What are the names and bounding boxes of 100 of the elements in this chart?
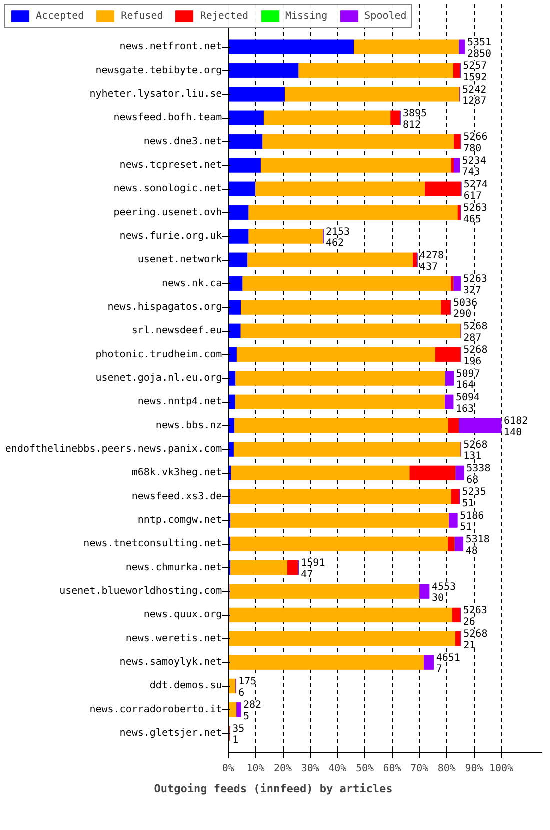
annotation: 437 xyxy=(420,262,438,273)
annotation: 5268 xyxy=(464,440,488,451)
y-tick-label: ddt.demos.su xyxy=(150,680,222,692)
annotation: 287 xyxy=(464,332,482,344)
annotation: 5351 xyxy=(467,37,492,48)
annotation: 290 xyxy=(454,309,472,320)
annotation: 5234 xyxy=(462,156,486,167)
y-tick-label: news.weretis.net xyxy=(126,633,222,644)
annotation: 1 xyxy=(232,735,239,746)
x-tick-label: 70% xyxy=(410,764,429,774)
annotation: 5318 xyxy=(466,534,490,546)
annotation: 163 xyxy=(456,404,474,415)
annotation: 5235 xyxy=(462,487,486,498)
annotation: 1287 xyxy=(462,96,487,108)
y-tick-label: news.nntp4.net xyxy=(138,396,222,408)
annotation: 68 xyxy=(466,474,479,486)
annotation: 26 xyxy=(463,616,476,628)
annotation: 1592 xyxy=(463,72,488,84)
x-tick-label: 60% xyxy=(383,764,402,774)
y-tick-label: usenet.goja.nl.eu.org xyxy=(96,373,222,384)
annotation: 5186 xyxy=(460,510,484,522)
annotation: 5338 xyxy=(466,464,491,475)
y-tick-label: news.tcpreset.net xyxy=(120,160,222,171)
annotation: 6 xyxy=(238,688,245,699)
y-tick-label: news.quux.org xyxy=(144,610,222,621)
y-tick-label: newsfeed.xs3.de xyxy=(132,491,222,502)
y-tick-label: news.gletsjer.net xyxy=(120,728,222,740)
legend-label: Rejected xyxy=(200,10,248,22)
y-tick-label: peering.usenet.ovh xyxy=(114,207,222,218)
y-tick-label: news.sonologic.net xyxy=(114,184,222,195)
annotation: 35 xyxy=(232,724,245,735)
y-tick-label: news.netfront.net xyxy=(120,42,222,53)
x-tick-label: 30% xyxy=(301,764,320,774)
annotation: 4651 xyxy=(436,652,460,664)
annotation: 617 xyxy=(464,190,482,202)
annotation: 5 xyxy=(244,712,250,723)
annotation: 4278 xyxy=(420,250,444,262)
y-tick-label: news.hispagatos.org xyxy=(108,302,222,313)
y-tick-label: news.corradoroberto.it xyxy=(90,704,222,716)
annotation: 5268 xyxy=(464,345,488,356)
legend-label: Missing xyxy=(286,10,328,22)
y-tick-label: nntp.comgw.net xyxy=(138,515,222,526)
annotation: 780 xyxy=(464,143,482,154)
x-tick-label: 90% xyxy=(465,764,484,774)
y-tick-label: srl.newsdeef.eu xyxy=(132,326,222,337)
x-tick-label: 80% xyxy=(438,764,456,774)
annotation: 5266 xyxy=(464,132,488,144)
annotation: 5274 xyxy=(464,179,488,190)
x-tick-label: 20% xyxy=(274,764,292,774)
annotation: 7 xyxy=(436,664,442,676)
y-tick-label: m68k.vk3heg.net xyxy=(132,468,222,479)
y-tick-label: news.bbs.nz xyxy=(156,420,222,432)
annotation: 47 xyxy=(301,570,314,581)
annotation: 5094 xyxy=(456,392,480,404)
legend-label: Accepted xyxy=(36,10,84,22)
x-tick-label: 100% xyxy=(489,764,514,774)
annotation: 21 xyxy=(464,640,476,652)
annotation: 812 xyxy=(403,120,422,131)
annotation: 140 xyxy=(504,428,522,439)
annotation: 6182 xyxy=(504,416,528,428)
y-tick-label: nyheter.lysator.liu.se xyxy=(90,88,222,100)
annotation: 327 xyxy=(463,285,482,296)
x-axis-title: Outgoing feeds (innfeed) by articles xyxy=(154,782,393,796)
y-tick-label: news.tnetconsulting.net xyxy=(84,538,222,550)
annotation: 1591 xyxy=(301,558,326,570)
x-tick-label: 50% xyxy=(356,764,374,774)
annotation: 196 xyxy=(464,356,482,368)
annotation: 5036 xyxy=(454,298,478,309)
annotation: 282 xyxy=(244,700,262,712)
annotation: 5263 xyxy=(463,606,488,617)
annotation: 51 xyxy=(460,522,472,534)
y-tick-label: newsfeed.bofh.team xyxy=(114,112,222,124)
annotation: 131 xyxy=(464,451,482,462)
annotation: 30 xyxy=(432,593,444,604)
annotation: 5268 xyxy=(464,629,488,640)
x-tick-label: 40% xyxy=(328,764,347,774)
annotation: 51 xyxy=(462,498,474,510)
annotation: 2850 xyxy=(467,48,492,60)
annotation: 5263 xyxy=(463,274,488,286)
annotation: 48 xyxy=(466,546,478,557)
annotation: 164 xyxy=(456,380,474,392)
x-tick-label: 10% xyxy=(246,764,265,774)
annotation: 5268 xyxy=(464,321,488,332)
y-tick-label: photonic.trudheim.com xyxy=(96,349,222,360)
annotation: 2153 xyxy=(326,226,350,238)
annotation: 462 xyxy=(326,238,344,250)
annotation: 175 xyxy=(238,676,257,688)
y-tick-label: news.dne3.net xyxy=(144,136,222,148)
y-tick-label: usenet.network xyxy=(138,254,222,266)
annotation: 3895 xyxy=(403,108,428,120)
y-tick-label: news.furie.org.uk xyxy=(120,230,222,242)
annotation: 5097 xyxy=(456,368,480,380)
legend-label: Refused xyxy=(121,10,164,22)
annotation: 4553 xyxy=(432,582,456,593)
legend-label: Spooled xyxy=(364,10,407,22)
x-tick-label: 0% xyxy=(222,764,234,774)
annotation: 465 xyxy=(463,214,482,226)
y-tick-label: news.samoylyk.net xyxy=(120,657,222,668)
annotation: 5263 xyxy=(463,203,488,214)
annotation: 5257 xyxy=(463,61,488,72)
